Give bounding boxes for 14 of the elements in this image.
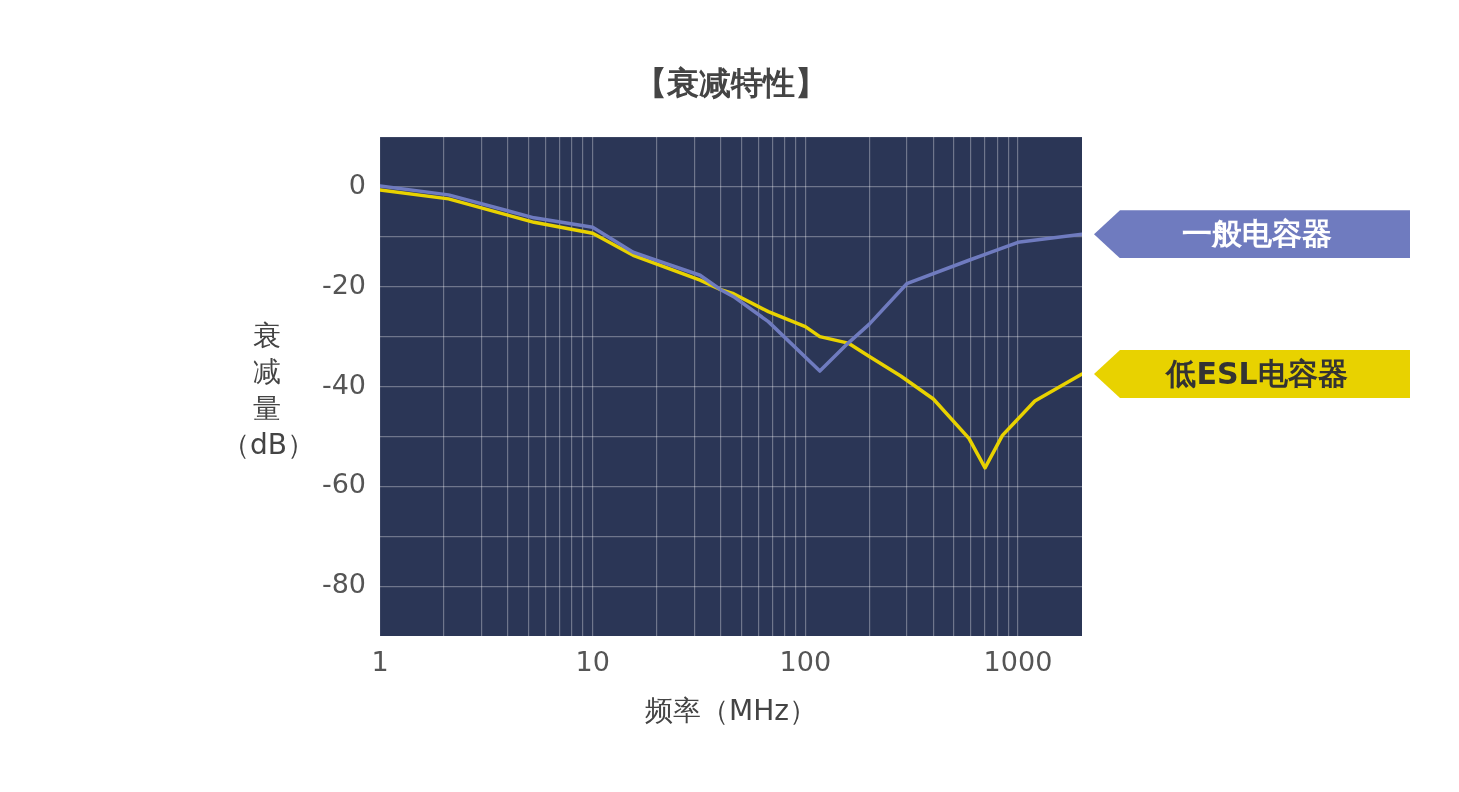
- y-tick-label: -40: [321, 368, 366, 400]
- x-tick-label: 1000: [983, 646, 1053, 678]
- text: 低ESL电容器: [1094, 350, 1410, 399]
- y-tick-label: -20: [321, 268, 366, 300]
- x-tick-label: 10: [575, 646, 610, 678]
- chart-title: 【衰减特性】: [634, 63, 828, 104]
- y-axis-title: 衰减量（dB）: [222, 318, 315, 464]
- y-tick-label: -60: [321, 468, 366, 500]
- y-tick-label: 0: [348, 168, 366, 200]
- x-tick-label: 100: [779, 646, 832, 678]
- x-tick-label: 1: [371, 646, 389, 678]
- x-axis-title: 频率（MHz）: [644, 693, 818, 729]
- y-tick-label: -80: [321, 568, 366, 600]
- text: 一般电容器: [1094, 210, 1410, 259]
